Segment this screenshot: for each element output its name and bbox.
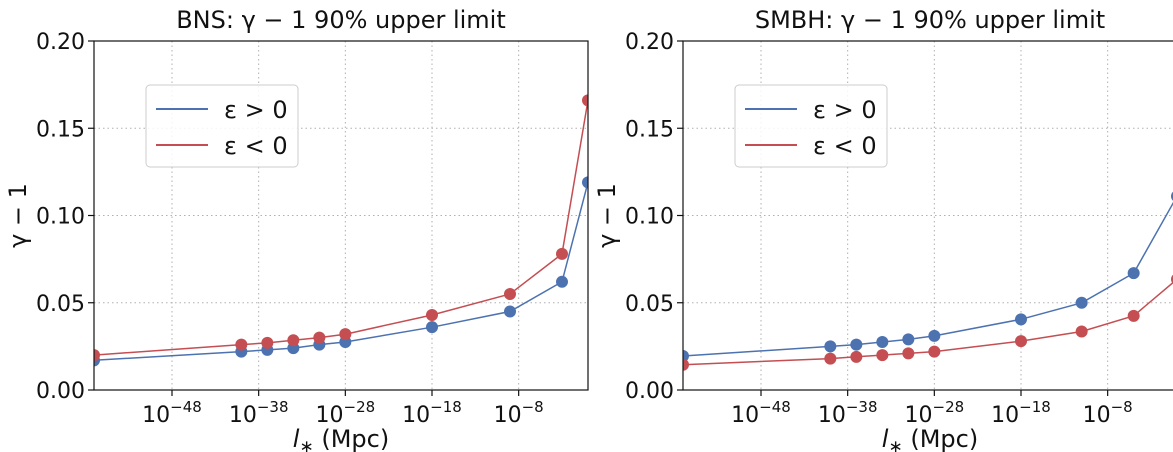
data-point-eps-pos [504, 305, 516, 318]
chart-panel-2: 0.00 0.05 0.10 0.15 0.20 10−48 10−38 10−28 10−18… [593, 6, 1173, 452]
data-point-eps-neg [94, 349, 100, 362]
data-point-eps-pos [582, 176, 588, 189]
legend: ε > 0 ε < 0 [145, 84, 299, 168]
y-tick-label: 0.15 [625, 117, 674, 142]
y-axis-label: γ − 1 [4, 183, 32, 248]
data-point-eps-neg [902, 347, 915, 360]
legend: ε > 0 ε < 0 [734, 84, 888, 168]
legend-label-eps-pos: ε > 0 [813, 96, 877, 124]
data-point-eps-pos [1015, 313, 1027, 326]
data-point-eps-pos [1075, 296, 1088, 309]
chart-panel-1: 0.00 0.05 0.10 0.15 0.20 10−48 10−38 10−28 10−18… [4, 6, 589, 452]
legend-label-eps-pos: ε > 0 [224, 96, 288, 124]
data-point-eps-pos [1127, 267, 1140, 280]
chart-title: BNS: γ − 1 90% upper limit [176, 6, 506, 34]
data-point-eps-neg [426, 308, 438, 321]
chart-title: SMBH: γ − 1 90% upper limit [755, 6, 1105, 34]
plot-area [94, 94, 588, 367]
x-tick-label: 10−48 [731, 398, 791, 428]
data-point-eps-neg [876, 349, 889, 362]
y-tick-label: 0.15 [36, 117, 85, 142]
data-point-eps-neg [235, 338, 248, 351]
x-axis-label: l∗ (Mpc) [882, 425, 978, 452]
data-point-eps-neg [1075, 325, 1088, 338]
legend-box [145, 84, 299, 168]
data-point-eps-neg [261, 336, 274, 349]
legend-box [734, 84, 888, 168]
x-tick-label: 10−38 [818, 398, 878, 428]
legend-label-eps-neg: ε < 0 [224, 132, 288, 160]
x-tick-label: 10−8 [494, 398, 544, 428]
data-point-eps-pos [556, 275, 568, 288]
x-tick-label: 10−8 [1083, 398, 1133, 428]
data-point-eps-neg [287, 334, 300, 347]
x-tick-label: 10−28 [905, 398, 965, 428]
y-tick-label: 0.05 [625, 292, 674, 317]
data-point-eps-neg [1015, 335, 1027, 348]
data-point-eps-neg [504, 288, 516, 301]
data-point-eps-pos [928, 329, 941, 342]
y-tick-label: 0.10 [625, 205, 674, 230]
x-tick-label: 10−48 [142, 398, 202, 428]
plot-area [683, 191, 1173, 371]
data-point-eps-pos [824, 340, 837, 353]
x-tick-label: 10−18 [991, 398, 1051, 428]
data-point-eps-neg [683, 358, 689, 371]
data-point-eps-neg [850, 350, 863, 363]
x-tick-label: 10−28 [316, 398, 376, 428]
data-point-eps-neg [339, 328, 352, 341]
data-point-eps-neg [824, 352, 837, 365]
data-point-eps-neg [928, 345, 941, 358]
series-line-eps-neg [683, 281, 1173, 366]
data-point-eps-pos [850, 338, 863, 351]
y-tick-label: 0.20 [625, 30, 674, 55]
x-tick-label: 10−18 [402, 398, 462, 428]
legend-label-eps-neg: ε < 0 [813, 132, 877, 160]
y-tick-label: 0.00 [625, 379, 674, 404]
series-line-eps-neg [94, 100, 588, 356]
y-tick-label: 0.10 [36, 205, 85, 230]
data-point-eps-pos [426, 321, 438, 334]
data-point-eps-neg [556, 247, 568, 260]
data-point-eps-neg [1127, 309, 1140, 322]
series-line-eps-pos [683, 201, 1173, 357]
data-point-eps-pos [902, 333, 915, 346]
x-tick-label: 10−38 [229, 398, 289, 428]
x-axis-label: l∗ (Mpc) [293, 425, 389, 452]
series-line-eps-pos [94, 182, 588, 362]
y-tick-label: 0.05 [36, 292, 85, 317]
data-point-eps-pos [876, 336, 889, 349]
y-tick-label: 0.20 [36, 30, 85, 55]
data-point-eps-neg [582, 94, 588, 107]
data-point-eps-neg [313, 331, 326, 344]
y-axis-label: γ − 1 [593, 183, 621, 248]
y-tick-label: 0.00 [36, 379, 85, 404]
